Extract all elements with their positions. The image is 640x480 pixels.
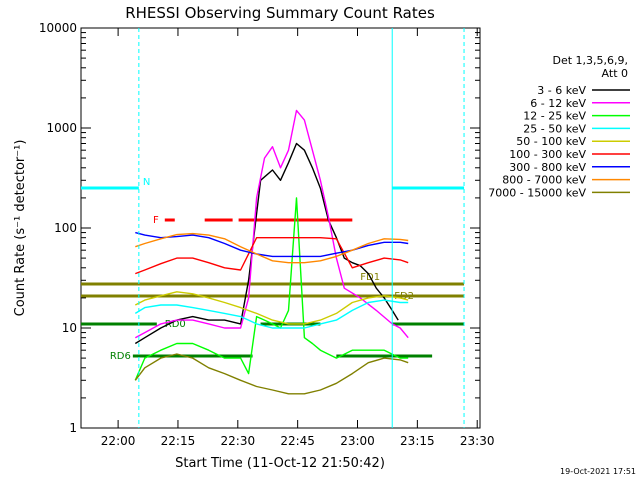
flag-label-n: N [143,177,150,188]
legend-entry-label: 800 - 7000 keV [502,174,586,187]
y-tick-label: 10 [62,321,77,335]
x-axis-label: Start Time (11-Oct-12 21:50:42) [175,456,385,471]
legend-entry-label: 12 - 25 keV [523,110,586,123]
x-tick-label: 22:45 [280,434,315,448]
series-line-5 [135,236,409,275]
series-line-3 [134,299,409,329]
series-line-2 [134,197,409,381]
x-tick-label: 22:30 [221,434,256,448]
y-axis-label: Count Rate (s⁻¹ detector⁻¹) [13,140,28,317]
y-tick-label: 1000 [46,121,77,135]
flag-label-f: F [153,215,159,226]
axes: 22:00 22:15 22:30 22:45 23:00 23:15 23:30 1 10 10… [39,21,495,448]
vertical-markers [138,28,465,428]
x-tick-label: 22:00 [101,434,136,448]
legend-entry-label: 6 - 12 keV [530,97,586,110]
legend-header-line-1: Det 1,3,5,6,9, [552,54,628,67]
series-line-0 [134,142,399,345]
legend-entry-label: 50 - 100 keV [516,135,586,148]
x-tick-label: 23:30 [460,434,495,448]
footer-timestamp: 19-Oct-2021 17:51 [560,467,636,476]
flag-label-rd0: RD0 [165,319,186,330]
series-line-4 [134,291,409,325]
legend-header-line-2: Att 0 [602,67,628,80]
flag-label-fd2: FD2 [394,291,414,302]
series-lines [134,109,409,395]
x-tick-label: 23:15 [400,434,435,448]
y-tick-label: 1 [69,421,77,435]
series-line-8 [134,353,409,395]
x-tick-label: 22:15 [161,434,196,448]
legend-entry-label: 300 - 800 keV [509,161,586,174]
legend-entry-label: 25 - 50 keV [523,122,586,135]
series-line-6 [135,231,409,258]
flag-label-rd6: RD6 [110,351,131,362]
y-tick-label: 100 [54,221,77,235]
legend-entry-label: 3 - 6 keV [537,84,586,97]
legend-entry-label: 100 - 300 keV [509,148,586,161]
y-tick-label: 10000 [39,21,77,35]
x-tick-label: 23:00 [340,434,375,448]
series-line-1 [134,109,409,339]
legend-entry-label: 7000 - 15000 keV [488,186,586,199]
chart-title: RHESSI Observing Summary Count Rates [125,4,435,22]
series-line-7 [135,232,409,264]
